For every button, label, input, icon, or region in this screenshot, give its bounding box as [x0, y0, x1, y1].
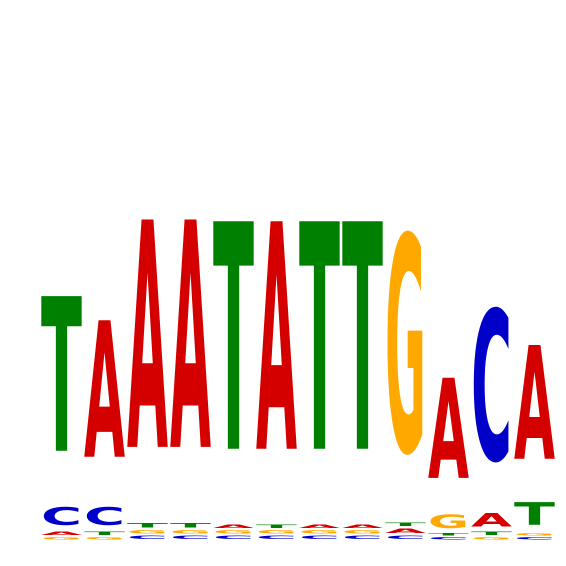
logo-letter-col1-A: A [41, 531, 82, 536]
logo-letter-col6-C: C [256, 535, 297, 540]
logo-letter-col7-A: A [299, 524, 340, 529]
logo-letter-col4-C: C [170, 535, 211, 540]
logo-letter-col12-C: C [514, 536, 555, 540]
logo-letter-col5-T: T [213, 158, 254, 522]
logo-letter-col11-G: G [471, 536, 512, 540]
logo-letter-col12-T: T [514, 497, 555, 533]
logo-letter-col9-C: C [385, 535, 426, 540]
logo-letter-col2-T: T [84, 531, 125, 536]
logo-letter-col6-A: A [256, 159, 297, 523]
logo-letter-col10-C: C [428, 536, 469, 540]
logo-letter-col1-C: C [41, 502, 82, 531]
logo-letter-col3-C: C [127, 535, 168, 540]
logo-letter-col3-T: T [127, 522, 168, 529]
logo-letter-col7-G: G [299, 529, 340, 534]
logo-letter-col11-A: A [471, 509, 512, 531]
logo-letter-col8-C: C [342, 535, 383, 540]
logo-letter-col8-G: G [342, 529, 383, 534]
logo-letter-col4-G: G [170, 529, 211, 534]
logo-letter-col8-T: T [342, 158, 383, 522]
logo-letter-col10-A: A [428, 350, 469, 511]
logo-letter-col12-A: A [514, 315, 555, 496]
logo-letter-col4-T: T [170, 522, 211, 529]
logo-letter-col2-A: A [84, 284, 125, 502]
logo-letter-col3-G: G [127, 529, 168, 534]
logo-letter-col3-A: A [127, 157, 168, 521]
logo-letter-col2-C: C [84, 502, 125, 531]
logo-letter-col2-G: G [84, 536, 125, 540]
logo-letter-col6-T: T [256, 524, 297, 529]
logo-letter-col10-G: G [428, 511, 469, 533]
logo-letter-col4-A: A [170, 157, 211, 521]
logo-letter-col7-T: T [299, 158, 340, 522]
logo-letter-col9-G: G [385, 177, 426, 521]
logo-letter-col5-C: C [213, 535, 254, 540]
logo-letter-col11-C: C [471, 268, 512, 508]
logo-letter-col8-A: A [342, 524, 383, 529]
logo-letter-col5-A: A [213, 524, 254, 529]
logo-letter-col10-T: T [428, 533, 469, 537]
logo-letter-col9-A: A [385, 527, 426, 534]
logo-letter-col5-G: G [213, 529, 254, 534]
logo-letter-col11-T: T [471, 531, 512, 536]
logo-letter-col7-C: C [299, 535, 340, 540]
logo-letter-col12-G: G [514, 533, 555, 537]
logo-letter-col6-G: G [256, 529, 297, 534]
logo-letter-col1-T: T [41, 253, 82, 501]
logo-letter-col1-G: G [41, 536, 82, 540]
logo-letter-col9-T: T [385, 522, 426, 527]
